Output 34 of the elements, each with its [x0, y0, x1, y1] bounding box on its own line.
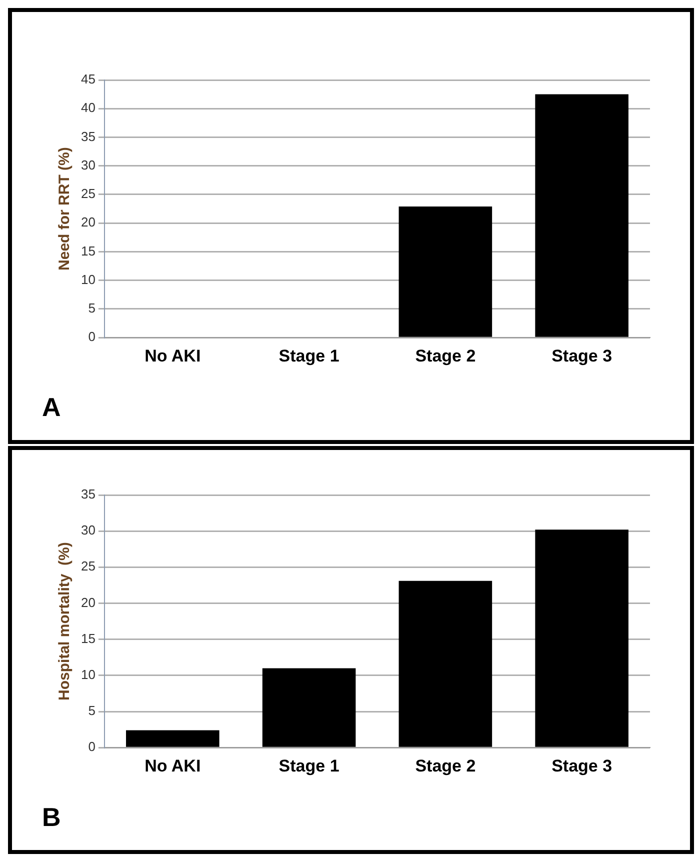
y-tick-label: 30 [80, 522, 96, 538]
text: A [42, 392, 61, 422]
y-tick-label: 15 [80, 630, 96, 646]
y-tick-label: 10 [80, 272, 96, 287]
bar [262, 668, 356, 747]
bar [535, 530, 628, 747]
y-tick-label: 5 [88, 300, 96, 316]
y-axis-title: Hospital mortality (%) [56, 542, 74, 700]
y-tick-label: 20 [80, 214, 96, 230]
y-tick-label: 35 [80, 128, 96, 144]
y-tick-label: 35 [80, 486, 96, 502]
y-tick-label: 0 [88, 739, 96, 754]
bar [126, 730, 220, 747]
x-tick-label: Stage 3 [552, 756, 612, 776]
bar [398, 580, 492, 747]
y-tick-label: 40 [80, 100, 96, 116]
x-tick-label: No AKI [144, 756, 201, 776]
text: B [42, 802, 61, 832]
x-tick-label: No AKI [144, 346, 201, 366]
y-tick-label: 0 [88, 329, 96, 344]
x-tick-label: Stage 2 [415, 756, 476, 776]
y-tick-label: 15 [80, 243, 96, 258]
x-tick-label: Stage 1 [278, 756, 340, 776]
x-tick-label: Stage 2 [415, 346, 476, 366]
y-tick-label: 25 [80, 186, 96, 202]
y-tick-label: 30 [80, 157, 96, 172]
y-tick-label: 25 [80, 558, 96, 574]
y-tick-label: 5 [88, 703, 96, 718]
y-axis-title: Need for RRT (%) [56, 147, 74, 270]
y-tick-label: 45 [80, 72, 96, 87]
x-tick-label: Stage 3 [552, 346, 612, 366]
y-tick-label: 20 [80, 594, 96, 610]
y-tick-label: 10 [80, 667, 96, 682]
x-tick-label: Stage 1 [278, 346, 340, 366]
